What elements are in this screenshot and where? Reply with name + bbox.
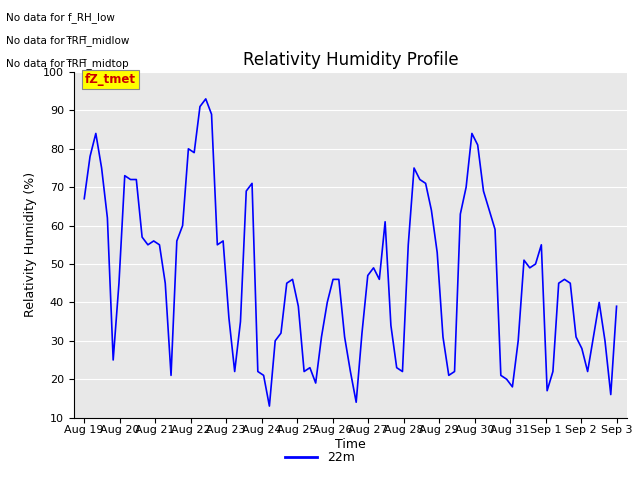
Legend: 22m: 22m [280, 446, 360, 469]
Text: fZ_tmet: fZ_tmet [84, 73, 136, 86]
Text: No data for f̅RH̅_midtop: No data for f̅RH̅_midtop [6, 58, 129, 69]
X-axis label: Time: Time [335, 438, 366, 451]
Title: Relativity Humidity Profile: Relativity Humidity Profile [243, 51, 458, 69]
Text: No data for f̅RH̅_midlow: No data for f̅RH̅_midlow [6, 35, 130, 46]
Text: No data for f_RH_low: No data for f_RH_low [6, 12, 115, 23]
Y-axis label: Relativity Humidity (%): Relativity Humidity (%) [24, 172, 37, 317]
